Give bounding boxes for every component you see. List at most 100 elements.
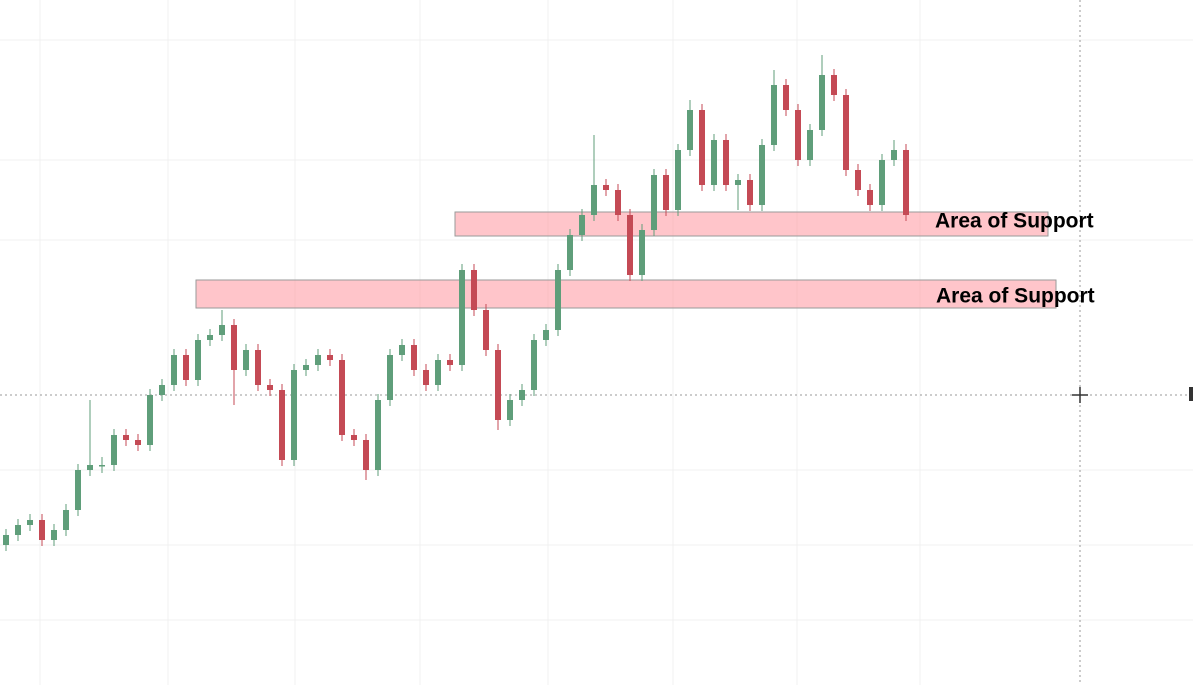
candle [207,329,213,346]
candle [111,429,117,471]
candle-body [231,325,237,370]
candle [843,89,849,176]
candle [423,364,429,391]
candle-body [327,355,333,360]
candle-body [207,335,213,340]
candle [651,169,657,236]
candle-body [579,215,585,235]
candle [435,354,441,391]
candle [495,344,501,430]
candle-body [819,75,825,130]
candle-body [495,350,501,420]
candle-body [687,110,693,150]
zone-label: Area of Support [936,285,1095,308]
candle [447,354,453,371]
candle-body [507,400,513,420]
candle [243,344,249,376]
candle-body [423,370,429,385]
candle-body [675,150,681,210]
candle-body [219,325,225,335]
candle-body [831,75,837,95]
candle-body [735,180,741,185]
candle [795,104,801,166]
candle-body [291,370,297,460]
candle [135,434,141,451]
candle-body [135,440,141,445]
candle [147,389,153,451]
candle [711,134,717,191]
candle [903,144,909,221]
candle [327,349,333,366]
candle [303,359,309,376]
candle [687,100,693,156]
candle [543,324,549,346]
candle-body [27,520,33,525]
candle-body [567,235,573,270]
candle [39,514,45,546]
candle [483,304,489,356]
candle [567,229,573,276]
candle-body [159,385,165,395]
candle-body [531,340,537,390]
candle [87,400,93,476]
candle [879,154,885,211]
candle-body [387,355,393,400]
candle-body [747,180,753,205]
candle-body [195,340,201,380]
candle [831,69,837,101]
candle [171,349,177,391]
cursor [1072,387,1088,403]
candle [75,464,81,516]
candle-body [807,130,813,160]
support-zone [195,279,1057,309]
edge-marker [1189,387,1193,401]
candle [3,529,9,551]
candle [255,344,261,391]
candle [531,334,537,396]
candle-body [243,350,249,370]
candle-body [111,435,117,465]
candle [723,134,729,191]
candle-body [651,175,657,230]
candle-body [483,310,489,350]
candle-body [519,390,525,400]
candle-body [315,355,321,365]
candle-body [903,150,909,215]
candle-body [867,190,873,205]
candle-body [15,525,21,535]
candle-body [543,330,549,340]
candle-body [303,365,309,370]
candle [291,364,297,466]
candle-body [843,95,849,170]
candle-body [795,110,801,160]
candle-body [447,360,453,365]
candle-body [711,140,717,185]
candle-body [855,170,861,190]
candle [195,334,201,386]
candle-body [39,520,45,540]
candle [219,310,225,341]
support-zone [454,211,1049,237]
candle-body [123,435,129,440]
candle-body [555,270,561,330]
candle [471,264,477,316]
candle-body [471,270,477,310]
candle-body [279,390,285,460]
candle-body [3,535,9,545]
candle-body [639,230,645,275]
candle-body [411,345,417,370]
candle-body [783,85,789,110]
candle [771,70,777,151]
candle [819,55,825,136]
candle [759,139,765,211]
candle [387,349,393,406]
candle [351,429,357,446]
candle [627,209,633,281]
candle [411,339,417,376]
candle [663,169,669,216]
candle-body [255,350,261,385]
candle [339,354,345,441]
candle [855,164,861,196]
candle [399,339,405,361]
